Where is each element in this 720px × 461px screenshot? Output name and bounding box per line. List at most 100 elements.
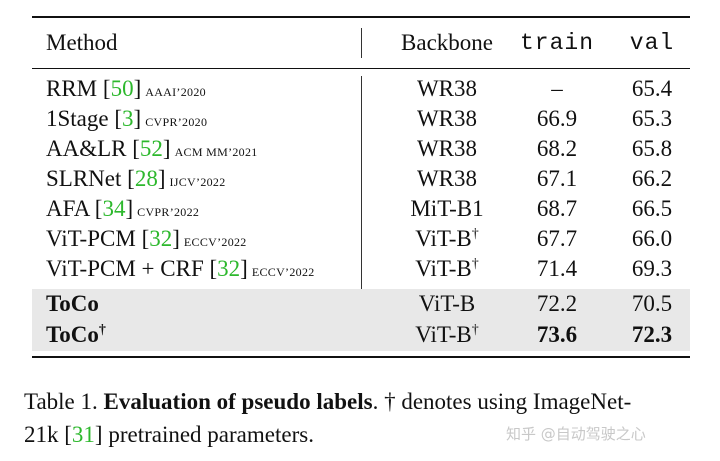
citation-link[interactable]: 34 — [102, 196, 126, 221]
backbone-name: WR38 — [416, 76, 478, 101]
watermark: 知乎 @自动驾驶之心 — [506, 425, 646, 443]
method-cell: RRM [50] AAAI’2020 — [46, 74, 206, 104]
method-cell: ViT-PCM [32] ECCV’2022 — [46, 224, 247, 254]
mid-rule — [32, 68, 690, 70]
method-cell: ToCo† — [46, 320, 106, 350]
val-cell: 66.5 — [631, 196, 673, 221]
citation-link[interactable]: 31 — [71, 422, 95, 447]
venue: ECCV’2022 — [183, 235, 247, 249]
backbone-cell: ViT-B† — [362, 320, 532, 350]
citation-open: [ — [94, 196, 103, 221]
body-column-divider — [361, 76, 362, 350]
citation-open: [ — [127, 166, 135, 191]
val-cell: 70.5 — [631, 291, 673, 316]
table-row-ours: ToCo† ViT-B† 73.6 72.3 — [32, 320, 690, 351]
method-name: ViT-PCM — [46, 226, 136, 251]
bottom-rule — [32, 356, 690, 358]
citation-open: [ — [132, 136, 140, 161]
method-name: 1Stage — [46, 106, 109, 131]
val-cell: 65.8 — [631, 136, 673, 161]
header-val: val — [629, 30, 675, 56]
table-row: ViT-PCM + CRF [32] ECCV’2022 ViT-B† 71.4 … — [32, 254, 690, 284]
dagger-mark: † — [98, 322, 106, 338]
train-cell: 66.9 — [536, 106, 578, 131]
citation-link[interactable]: 32 — [217, 256, 241, 281]
backbone-name: MiT-B1 — [410, 196, 484, 221]
table-row: 1Stage [3] CVPR’2020 WR38 66.9 65.3 — [32, 104, 690, 134]
train-cell: 67.7 — [536, 226, 578, 251]
train-cell: 68.7 — [536, 196, 578, 221]
venue: ACM MM’2021 — [174, 145, 258, 159]
method-cell: AA&LR [52] ACM MM’2021 — [46, 134, 258, 164]
backbone-name: WR38 — [416, 106, 478, 131]
method-name: ToCo — [46, 291, 99, 316]
backbone-name: WR38 — [416, 136, 478, 161]
header-column-divider — [361, 28, 362, 58]
caption-text-line2-end: ] pretrained parameters. — [94, 422, 314, 447]
table-row: SLRNet [28] IJCV’2022 WR38 67.1 66.2 — [32, 164, 690, 194]
backbone-name: ViT-B — [415, 322, 472, 347]
backbone-cell: ViT-B — [362, 289, 532, 319]
citation-link[interactable]: 52 — [139, 136, 163, 161]
val-cell: 65.3 — [631, 106, 673, 131]
method-name: RRM — [46, 76, 98, 101]
citation-close: ] — [133, 106, 142, 131]
citation-close: ] — [157, 166, 166, 191]
table-row-ours: ToCo ViT-B 72.2 70.5 — [32, 289, 690, 320]
method-cell: AFA [34] CVPR’2022 — [46, 194, 199, 224]
backbone-cell: MiT-B1 — [362, 194, 532, 224]
header-row: Method Backbone train val — [32, 28, 690, 58]
table-row: ViT-PCM [32] ECCV’2022 ViT-B† 67.7 66.0 — [32, 224, 690, 254]
citation-close: ] — [133, 76, 142, 101]
venue: CVPR’2020 — [145, 115, 208, 129]
val-cell: 72.3 — [631, 322, 673, 347]
backbone-name: ViT-B — [415, 256, 472, 281]
venue: IJCV’2022 — [169, 175, 226, 189]
citation-link[interactable]: 50 — [110, 76, 134, 101]
backbone-name: ViT-B — [418, 291, 476, 316]
citation-open: [ — [209, 256, 218, 281]
citation-close: ] — [240, 256, 248, 281]
method-cell: ViT-PCM + CRF [32] ECCV’2022 — [46, 254, 315, 284]
val-cell: 66.0 — [631, 226, 673, 251]
backbone-cell: WR38 — [362, 134, 532, 164]
table-row: AA&LR [52] ACM MM’2021 WR38 68.2 65.8 — [32, 134, 690, 164]
backbone-name: WR38 — [416, 166, 478, 191]
method-cell: ToCo — [46, 289, 99, 319]
method-cell: 1Stage [3] CVPR’2020 — [46, 104, 207, 134]
citation-link[interactable]: 3 — [122, 106, 134, 131]
citation-open: [ — [114, 106, 123, 131]
dagger-mark: † — [471, 226, 479, 242]
backbone-cell: WR38 — [362, 104, 532, 134]
train-cell: 73.6 — [536, 322, 578, 347]
citation-open: [ — [102, 76, 111, 101]
method-name: AFA — [46, 196, 90, 221]
val-cell: 65.4 — [631, 76, 673, 101]
backbone-cell: WR38 — [362, 74, 532, 104]
backbone-cell: WR38 — [362, 164, 532, 194]
caption-prefix: Table 1. — [24, 389, 104, 414]
dagger-mark: † — [471, 322, 479, 338]
method-name: ViT-PCM + CRF — [46, 256, 204, 281]
citation-open: [ — [141, 226, 150, 251]
val-cell: 69.3 — [631, 256, 673, 281]
header-train: train — [519, 30, 594, 56]
citation-close: ] — [172, 226, 180, 251]
venue: ECCV’2022 — [251, 265, 315, 279]
citation-link[interactable]: 32 — [149, 226, 173, 251]
backbone-cell: ViT-B† — [362, 254, 532, 284]
caption-title: Evaluation of pseudo labels — [103, 389, 373, 414]
citation-link[interactable]: 28 — [134, 166, 158, 191]
train-cell: 71.4 — [536, 256, 578, 281]
method-name: ToCo — [46, 322, 99, 347]
train-cell: 67.1 — [536, 166, 578, 191]
citation-close: ] — [125, 196, 134, 221]
caption-text: . † denotes using ImageNet- — [372, 389, 632, 414]
dagger-mark: † — [471, 256, 479, 272]
venue: AAAI’2020 — [145, 85, 206, 99]
citation-close: ] — [162, 136, 171, 161]
train-cell: 68.2 — [536, 136, 578, 161]
table-row: RRM [50] AAAI’2020 WR38 – 65.4 — [32, 74, 690, 104]
table-row: AFA [34] CVPR’2022 MiT-B1 68.7 66.5 — [32, 194, 690, 224]
backbone-cell: ViT-B† — [362, 224, 532, 254]
